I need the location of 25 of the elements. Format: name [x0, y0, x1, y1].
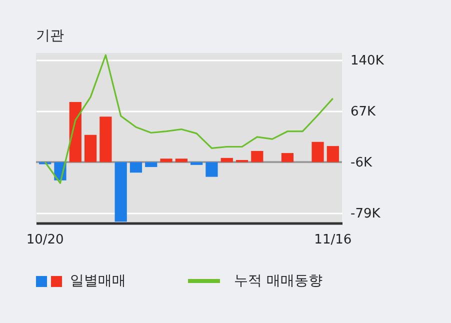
y-tick-label: -6K — [350, 156, 372, 171]
bar — [190, 162, 203, 165]
y-tick-label: -79K — [350, 206, 381, 222]
x-tick-label: 10/20 — [26, 232, 64, 248]
bar — [130, 162, 142, 173]
legend-label: 누적 매매동향 — [234, 272, 322, 290]
bar — [114, 162, 127, 222]
bar — [220, 158, 233, 162]
bar — [160, 158, 172, 162]
bar — [251, 150, 264, 162]
y-tick-label: 140K — [350, 53, 384, 68]
bar — [175, 158, 188, 162]
legend-label: 일별매매 — [70, 272, 126, 290]
bar — [100, 116, 112, 162]
bar — [145, 162, 158, 168]
line-series — [44, 54, 334, 184]
x-tick-label: 11/16 — [314, 232, 352, 248]
chart-title: 기관 — [36, 28, 64, 44]
bar — [206, 162, 218, 177]
y-tick-label: 67K — [350, 104, 376, 120]
bar — [312, 142, 324, 162]
bar — [84, 134, 97, 162]
bar — [281, 153, 294, 162]
bar — [326, 146, 339, 162]
bar — [69, 102, 82, 162]
